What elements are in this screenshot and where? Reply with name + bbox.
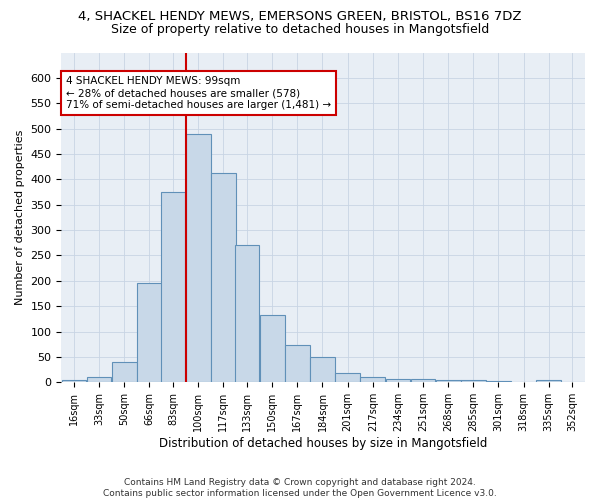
Text: Size of property relative to detached houses in Mangotsfield: Size of property relative to detached ho…: [111, 22, 489, 36]
Bar: [536, 380, 561, 382]
Bar: [461, 380, 485, 382]
Bar: [486, 381, 511, 382]
Bar: [361, 378, 385, 382]
Text: 4, SHACKEL HENDY MEWS, EMERSONS GREEN, BRISTOL, BS16 7DZ: 4, SHACKEL HENDY MEWS, EMERSONS GREEN, B…: [78, 10, 522, 23]
Bar: [112, 362, 137, 382]
Bar: [285, 345, 310, 383]
Bar: [211, 174, 236, 382]
Text: 4 SHACKEL HENDY MEWS: 99sqm
← 28% of detached houses are smaller (578)
71% of se: 4 SHACKEL HENDY MEWS: 99sqm ← 28% of det…: [66, 76, 331, 110]
Bar: [410, 379, 436, 382]
Bar: [436, 380, 461, 382]
Bar: [186, 134, 211, 382]
Bar: [87, 378, 112, 382]
Bar: [161, 192, 185, 382]
Bar: [386, 379, 410, 382]
Bar: [62, 380, 86, 382]
X-axis label: Distribution of detached houses by size in Mangotsfield: Distribution of detached houses by size …: [159, 437, 487, 450]
Bar: [310, 357, 335, 382]
Text: Contains HM Land Registry data © Crown copyright and database right 2024.
Contai: Contains HM Land Registry data © Crown c…: [103, 478, 497, 498]
Bar: [235, 246, 259, 382]
Bar: [260, 315, 284, 382]
Bar: [335, 372, 360, 382]
Y-axis label: Number of detached properties: Number of detached properties: [15, 130, 25, 305]
Bar: [137, 284, 162, 382]
